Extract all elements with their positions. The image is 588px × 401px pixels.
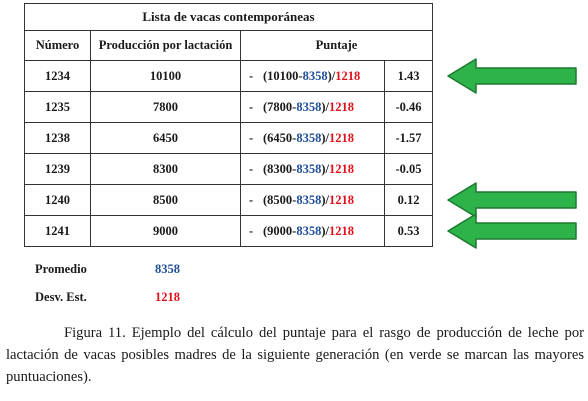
- cow-number: 1240: [24, 184, 91, 216]
- formula-sd: 1218: [328, 99, 354, 114]
- minus-sign: -: [249, 161, 254, 176]
- score-formula: - (8500-8358)/1218: [240, 184, 385, 216]
- header-puntaje: Puntaje: [240, 30, 433, 61]
- table-body: 1234 10100- (10100-8358)/1218 1.43 1235 7800-…: [24, 60, 433, 247]
- formula-mid: )/: [327, 68, 336, 83]
- formula-mean: 8358: [296, 130, 322, 145]
- formula-sd: 1218: [335, 68, 361, 83]
- production-value: 8500: [90, 184, 241, 216]
- score-value: -0.05: [384, 153, 433, 185]
- formula-mid: )/: [321, 161, 329, 176]
- production-value: 8300: [90, 153, 241, 185]
- left-arrow-icon: [446, 57, 578, 95]
- formula-sd: 1218: [328, 192, 354, 207]
- minus-sign: -: [249, 130, 254, 145]
- formula-mean: 8358: [302, 68, 328, 83]
- cow-number: 1241: [24, 215, 91, 247]
- score-formula: - (9000-8358)/1218: [240, 215, 385, 247]
- header-numero: Número: [24, 30, 91, 61]
- score-value: 1.43: [384, 60, 433, 92]
- promedio-label: Promedio: [35, 262, 87, 276]
- cow-number: 1239: [24, 153, 91, 185]
- table-row: 1234 10100- (10100-8358)/1218 1.43: [24, 60, 433, 92]
- table-row: 1235 7800- (7800-8358)/1218 -0.46: [24, 91, 433, 123]
- score-value: 0.12: [384, 184, 433, 216]
- production-value: 7800: [90, 91, 241, 123]
- formula-mean: 8358: [296, 192, 322, 207]
- formula-open: (7800-: [263, 99, 297, 114]
- header-produccion: Producción por lactación: [90, 30, 241, 61]
- formula-mid: )/: [321, 130, 329, 145]
- minus-sign: -: [249, 223, 254, 238]
- formula-mean: 8358: [296, 161, 322, 176]
- caption-text: Figura 11. Ejemplo del cálculo del punta…: [6, 325, 584, 385]
- minus-sign: -: [249, 192, 254, 207]
- formula-sd: 1218: [328, 130, 354, 145]
- formula-open: (8300-: [263, 161, 297, 176]
- production-value: 10100: [90, 60, 241, 92]
- cow-number: 1235: [24, 91, 91, 123]
- cow-score-table: Lista de vacas contemporáneas Número Pro…: [24, 3, 433, 247]
- desv-value: 1218: [155, 290, 180, 304]
- score-formula: - (7800-8358)/1218: [240, 91, 385, 123]
- minus-sign: -: [249, 99, 254, 114]
- score-formula: - (10100-8358)/1218: [240, 60, 385, 92]
- formula-open: (8500-: [263, 192, 297, 207]
- formula-sd: 1218: [328, 223, 354, 238]
- formula-mean: 8358: [296, 99, 322, 114]
- score-formula: - (8300-8358)/1218: [240, 153, 385, 185]
- formula-open: (6450-: [263, 130, 297, 145]
- score-value: -0.46: [384, 91, 433, 123]
- cow-number: 1234: [24, 60, 91, 92]
- table-row: 1239 8300- (8300-8358)/1218 -0.05: [24, 153, 433, 185]
- formula-open: (9000-: [263, 223, 297, 238]
- desv-label: Desv. Est.: [35, 290, 87, 304]
- table-row: 1241 9000- (9000-8358)/1218 0.53: [24, 215, 433, 247]
- formula-mid: )/: [321, 192, 329, 207]
- formula-mid: )/: [321, 99, 329, 114]
- formula-mean: 8358: [296, 223, 322, 238]
- formula-open: (10100-: [263, 68, 303, 83]
- formula-mid: )/: [321, 223, 329, 238]
- production-value: 9000: [90, 215, 241, 247]
- table-title: Lista de vacas contemporáneas: [24, 3, 433, 31]
- score-value: -1.57: [384, 122, 433, 154]
- cow-number: 1238: [24, 122, 91, 154]
- left-arrow-icon: [446, 212, 578, 250]
- production-value: 6450: [90, 122, 241, 154]
- score-value: 0.53: [384, 215, 433, 247]
- table-row: 1240 8500- (8500-8358)/1218 0.12: [24, 184, 433, 216]
- promedio-value: 8358: [155, 262, 180, 276]
- table-row: 1238 6450- (6450-8358)/1218 -1.57: [24, 122, 433, 154]
- score-formula: - (6450-8358)/1218: [240, 122, 385, 154]
- formula-sd: 1218: [328, 161, 354, 176]
- minus-sign: -: [249, 68, 254, 83]
- figure-caption: Figura 11. Ejemplo del cálculo del punta…: [6, 322, 584, 388]
